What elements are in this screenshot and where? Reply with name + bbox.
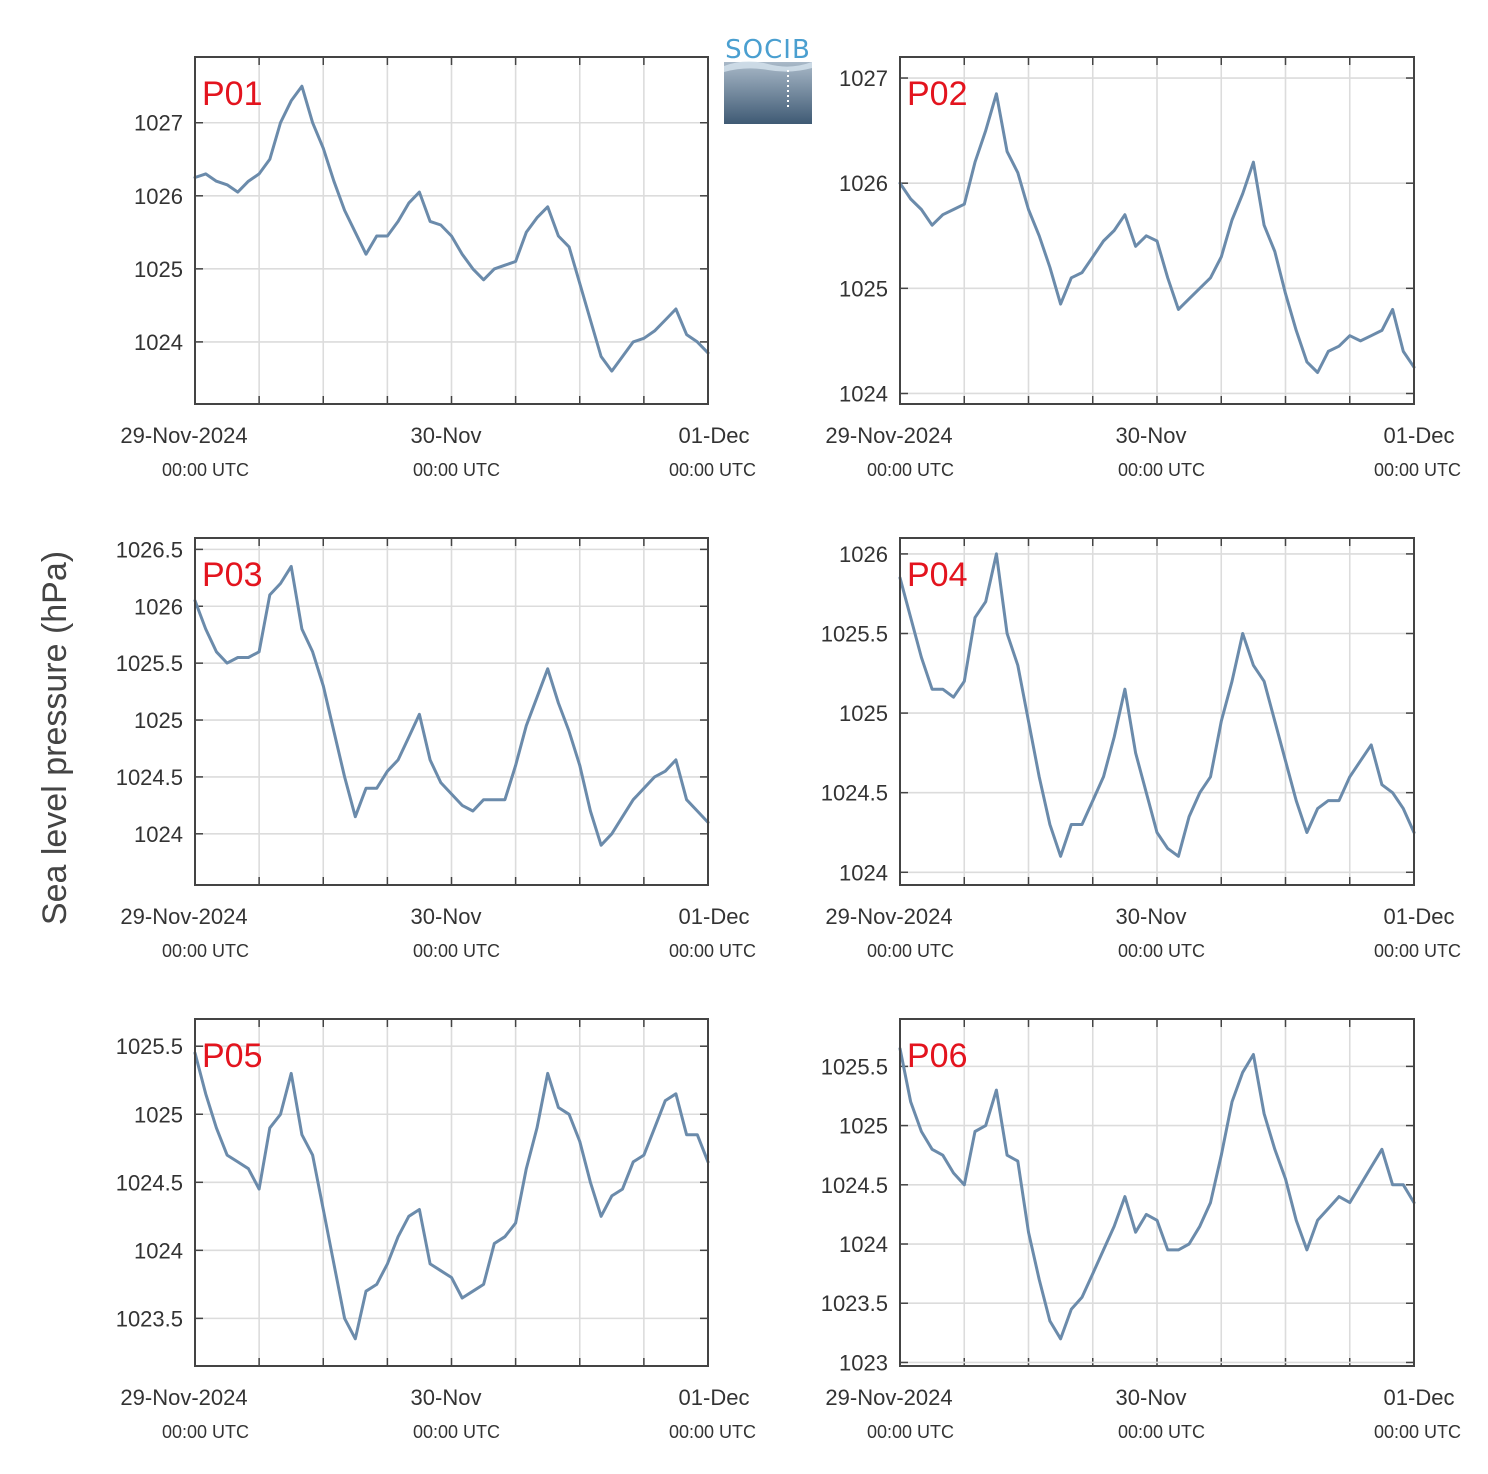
plot-frame (194, 537, 709, 886)
series-line-p04 (898, 552, 1416, 858)
y-tick-label: 1024 (839, 381, 888, 406)
y-tick-label: 1025 (839, 276, 888, 301)
x-tick-time-label: 00:00 UTC (1118, 460, 1205, 480)
x-tick-time-label: 00:00 UTC (1374, 1422, 1461, 1442)
x-tick-date-label: 30-Nov (1116, 1385, 1187, 1410)
y-tick-label: 1025.5 (116, 651, 183, 676)
x-tick-date-label: 30-Nov (411, 904, 482, 929)
y-tick-label: 1023.5 (116, 1306, 183, 1331)
x-tick-time-label: 00:00 UTC (669, 941, 756, 961)
x-tick-date-label: 29-Nov-2024 (825, 423, 952, 448)
x-tick-date-label: 01-Dec (679, 423, 750, 448)
series-line-p05 (193, 1051, 710, 1341)
x-tick-date-label: 29-Nov-2024 (825, 1385, 952, 1410)
y-tick-label: 1027 (134, 111, 183, 136)
x-tick-time-label: 00:00 UTC (413, 460, 500, 480)
y-tick-label: 1024.5 (116, 1170, 183, 1195)
x-tick-time-label: 00:00 UTC (867, 460, 954, 480)
y-tick-label: 1024 (839, 860, 888, 885)
socib-logo: SOCIB (724, 35, 812, 124)
series-line-p02 (898, 92, 1416, 374)
x-tick-time-label: 00:00 UTC (669, 460, 756, 480)
y-tick-label: 1025.5 (116, 1034, 183, 1059)
x-tick-date-label: 01-Dec (679, 904, 750, 929)
y-tick-label: 1026.5 (116, 537, 183, 562)
x-tick-date-label: 30-Nov (1116, 904, 1187, 929)
panel-p05: 1023.5 1024 1024.5 1025 1025.5 29-Nov-2024 00:… (116, 1018, 756, 1442)
plot-frame (899, 537, 1415, 886)
x-tick-time-label: 00:00 UTC (1374, 941, 1461, 961)
y-tick-label: 1024.5 (116, 765, 183, 790)
panel-p06: 1023 1023.5 1024 1024.5 1025 1025.5 29-Nov-202… (821, 1018, 1461, 1442)
panel-label: P01 (202, 75, 263, 113)
panel-label: P02 (907, 75, 968, 113)
x-tick-time-label: 00:00 UTC (1118, 1422, 1205, 1442)
y-tick-label: 1024.5 (821, 781, 888, 806)
y-tick-label: 1026 (839, 171, 888, 196)
panel-label: P05 (202, 1037, 263, 1075)
y-tick-label: 1025 (839, 701, 888, 726)
y-tick-label: 1026 (839, 542, 888, 567)
panel-label: P06 (907, 1037, 968, 1075)
y-tick-label: 1024 (134, 822, 183, 847)
y-tick-label: 1023.5 (821, 1291, 888, 1316)
panel-label: P04 (907, 556, 968, 594)
y-tick-label: 1023 (839, 1350, 888, 1375)
x-tick-time-label: 00:00 UTC (162, 460, 249, 480)
x-tick-date-label: 30-Nov (411, 423, 482, 448)
y-tick-label: 1025.5 (821, 622, 888, 647)
x-tick-time-label: 00:00 UTC (162, 941, 249, 961)
panel-label: P03 (202, 556, 263, 594)
x-tick-time-label: 00:00 UTC (1374, 460, 1461, 480)
logo-text: SOCIB (725, 35, 811, 65)
x-tick-time-label: 00:00 UTC (867, 1422, 954, 1442)
x-tick-date-label: 30-Nov (1116, 423, 1187, 448)
x-tick-date-label: 01-Dec (1384, 1385, 1455, 1410)
x-tick-date-label: 01-Dec (679, 1385, 750, 1410)
x-tick-date-label: 30-Nov (411, 1385, 482, 1410)
plot-frame (899, 1018, 1415, 1367)
y-tick-label: 1024 (839, 1232, 888, 1257)
x-tick-time-label: 00:00 UTC (669, 1422, 756, 1442)
x-tick-time-label: 00:00 UTC (413, 941, 500, 961)
panels: 1024 1025 1026 1027 29-Nov-2024 00:00 UTC 30-N… (116, 56, 1461, 1442)
x-tick-date-label: 29-Nov-2024 (120, 423, 247, 448)
x-tick-date-label: 01-Dec (1384, 904, 1455, 929)
panel-p03: 1024 1024.5 1025 1025.5 1026 1026.5 29-Nov-202… (116, 537, 756, 961)
y-tick-label: 1027 (839, 66, 888, 91)
x-tick-time-label: 00:00 UTC (162, 1422, 249, 1442)
x-tick-date-label: 29-Nov-2024 (120, 904, 247, 929)
y-tick-label: 1024 (134, 1238, 183, 1263)
y-tick-label: 1024.5 (821, 1173, 888, 1198)
y-tick-label: 1025.5 (821, 1054, 888, 1079)
y-tick-label: 1025 (839, 1114, 888, 1139)
plot-frame (194, 1018, 709, 1367)
panel-p02: 1024 1025 1026 1027 29-Nov-2024 00:00 UTC 30-N… (825, 56, 1461, 480)
y-axis-label: Sea level pressure (hPa) (36, 551, 74, 925)
y-tick-label: 1024 (134, 330, 183, 355)
plot-frame (194, 56, 709, 405)
y-tick-label: 1026 (134, 184, 183, 209)
x-tick-date-label: 29-Nov-2024 (120, 1385, 247, 1410)
plot-frame (899, 56, 1415, 405)
panel-p01: 1024 1025 1026 1027 29-Nov-2024 00:00 UTC 30-N… (120, 56, 756, 480)
x-tick-time-label: 00:00 UTC (867, 941, 954, 961)
y-tick-label: 1026 (134, 594, 183, 619)
y-tick-label: 1025 (134, 708, 183, 733)
y-tick-label: 1025 (134, 1102, 183, 1127)
y-tick-label: 1025 (134, 257, 183, 282)
x-tick-date-label: 01-Dec (1384, 423, 1455, 448)
series-line-p01 (193, 84, 710, 373)
panel-p04: 1024 1024.5 1025 1025.5 1026 29-Nov-2024 00:00… (821, 537, 1461, 961)
x-tick-time-label: 00:00 UTC (413, 1422, 500, 1442)
series-line-p03 (193, 564, 710, 847)
x-tick-date-label: 29-Nov-2024 (825, 904, 952, 929)
series-line-p06 (898, 1047, 1416, 1341)
x-tick-time-label: 00:00 UTC (1118, 941, 1205, 961)
